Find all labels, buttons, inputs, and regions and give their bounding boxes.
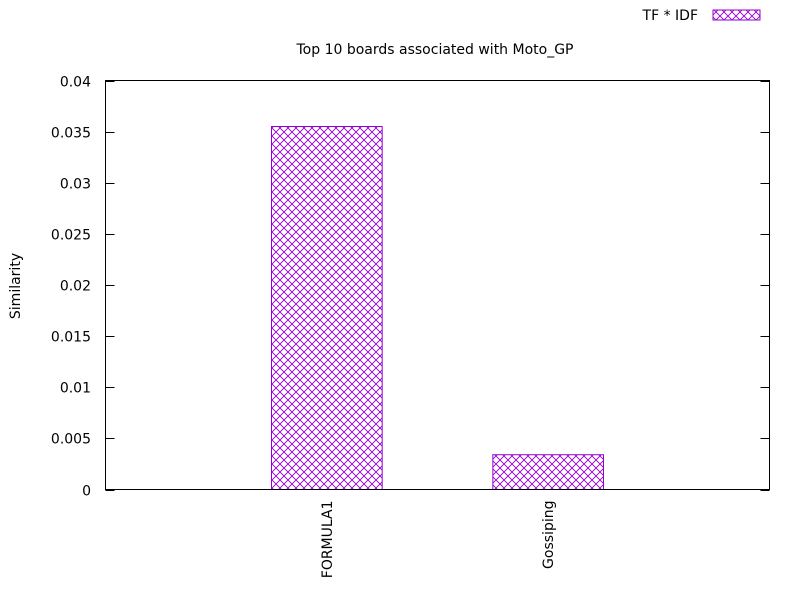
y-tick-label: 0.03 — [60, 177, 91, 193]
y-tick-label: 0.025 — [51, 228, 91, 244]
x-tick-label: FORMULA1 — [320, 501, 336, 579]
bars — [271, 126, 605, 490]
y-tick-label: 0.005 — [51, 432, 91, 448]
legend-swatch — [712, 9, 761, 21]
plot-frame — [105, 80, 770, 490]
y-tick-label: 0.04 — [60, 75, 91, 91]
y-tick-label: 0.035 — [51, 126, 91, 142]
x-axis-tick-labels: FORMULA1 Gossiping — [320, 501, 557, 579]
x-tick-label: Gossiping — [541, 501, 557, 569]
legend: TF * IDF — [642, 8, 761, 24]
y-tick-label: 0 — [82, 484, 91, 500]
legend-label: TF * IDF — [642, 8, 698, 24]
bar — [492, 454, 605, 490]
y-axis-ticks: 0 0.005 0.01 0.015 0.02 0.025 0.03 0.035 0.04 — [51, 75, 770, 500]
bar — [271, 126, 383, 490]
y-tick-label: 0.015 — [51, 330, 91, 346]
y-tick-label: 0.02 — [60, 279, 91, 295]
y-tick-label: 0.01 — [60, 381, 91, 397]
y-axis-label: Similarity — [8, 253, 24, 319]
chart-title: Top 10 boards associated with Moto_GP — [296, 42, 574, 58]
